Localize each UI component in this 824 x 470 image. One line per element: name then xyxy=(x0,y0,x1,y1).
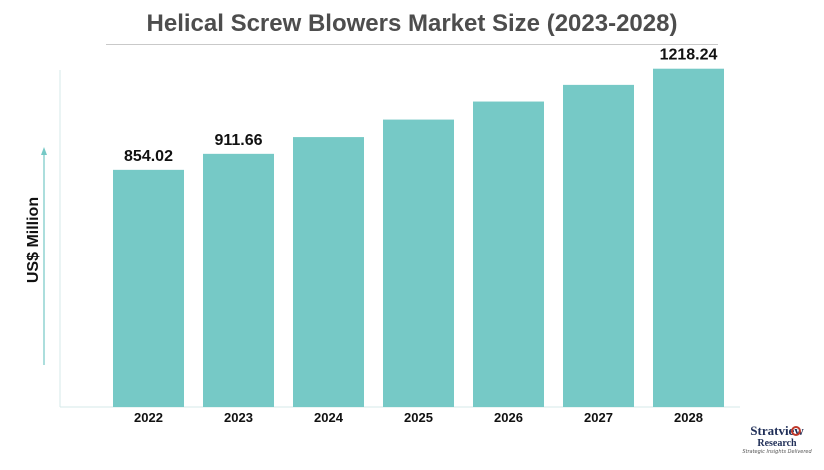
logo-tagline: Strategic Insights Delivered xyxy=(742,449,812,455)
value-labels-group: 854.02 911.66 1218.24 xyxy=(124,47,717,165)
logo-target-icon xyxy=(791,426,801,436)
x-tick-2024: 2024 xyxy=(314,410,344,425)
x-tick-2023: 2023 xyxy=(224,410,253,425)
logo-sub: Research xyxy=(757,438,797,449)
bar-2022 xyxy=(113,169,184,407)
x-tick-2026: 2026 xyxy=(494,410,523,425)
x-tick-2022: 2022 xyxy=(134,410,163,425)
logo-brand: Stratview xyxy=(750,423,804,438)
bars-group xyxy=(113,68,724,408)
x-tick-2028: 2028 xyxy=(674,410,703,425)
stratview-logo: Stratview Research Strategic Insights De… xyxy=(734,424,820,468)
bar-2024 xyxy=(293,137,364,408)
x-tick-2027: 2027 xyxy=(584,410,613,425)
title-divider xyxy=(106,44,718,45)
x-tick-labels-group: 2022 2023 2024 2025 2026 2027 2028 xyxy=(134,410,703,425)
x-tick-2025: 2025 xyxy=(404,410,433,425)
bar-2023 xyxy=(203,153,274,407)
bar-2026 xyxy=(473,101,544,408)
value-label-2022: 854.02 xyxy=(124,148,173,165)
chart-title: Helical Screw Blowers Market Size (2023-… xyxy=(146,10,678,37)
bar-2025 xyxy=(383,119,454,407)
y-axis-label: US$ Million xyxy=(25,196,42,284)
value-label-2023: 911.66 xyxy=(214,132,262,149)
value-label-2028: 1218.24 xyxy=(660,47,718,64)
bar-2028 xyxy=(653,68,724,407)
bar-2027 xyxy=(563,84,634,407)
y-axis-arrow xyxy=(41,147,47,365)
